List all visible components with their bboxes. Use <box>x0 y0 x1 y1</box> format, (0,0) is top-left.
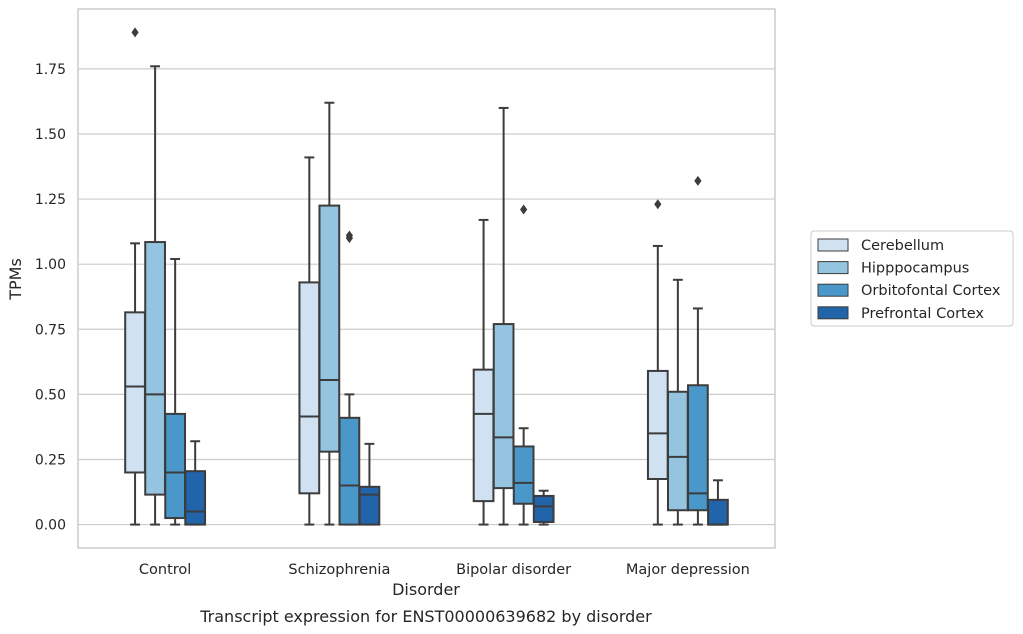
box-body <box>492 323 515 490</box>
legend-frame <box>810 230 1014 327</box>
box-prefrontal-cortex <box>532 489 555 526</box>
y-tick-label: 1.25 <box>35 192 66 208</box>
box-body <box>472 368 495 503</box>
x-tick-label: Bipolar disorder <box>456 562 571 578</box>
legend-swatch <box>817 283 849 297</box>
y-tick-label: 0.00 <box>35 518 66 534</box>
box-body <box>298 281 321 495</box>
y-tick-label: 0.75 <box>35 322 66 338</box>
outlier-marker <box>131 27 139 38</box>
boxes <box>124 27 729 526</box>
box-body <box>124 311 146 474</box>
box-body <box>646 369 669 480</box>
y-tick-label: 1.50 <box>35 127 66 143</box>
x-tick-labels: Control Schizophrenia Bipolar disorder Majo… <box>139 562 750 578</box>
chart-caption: Transcript expression for ENST0000063968… <box>199 607 652 626</box>
y-tick-label: 1.00 <box>35 257 66 273</box>
y-axis-label: TPMs <box>6 258 25 301</box>
box-prefrontal-cortex <box>707 479 729 526</box>
x-tick-label: Control <box>139 562 191 578</box>
box-body <box>512 445 535 505</box>
x-axis-label: Disorder <box>392 580 460 599</box>
box-body <box>164 412 187 520</box>
box-hipppocampus <box>492 106 515 526</box>
legend: Cerebellum Hipppocampus Orbitofontal Corte… <box>810 230 1014 327</box>
box-orbitofontal-cortex <box>338 230 361 526</box>
box-cerebellum <box>646 199 669 526</box>
box-body <box>707 498 729 526</box>
legend-swatch <box>817 261 849 275</box>
legend-label: Cerebellum <box>861 238 944 254</box>
box-cerebellum <box>472 218 495 526</box>
box-hipppocampus <box>318 101 341 526</box>
legend-label: Orbitofontal Cortex <box>861 283 1001 299</box>
outlier-marker <box>654 199 662 210</box>
x-tick-label: Schizophrenia <box>288 562 390 578</box>
legend-label: Prefrontal Cortex <box>861 306 984 322</box>
box-hipppocampus <box>144 65 166 526</box>
y-tick-label: 0.50 <box>35 387 66 403</box>
box-orbitofontal-cortex <box>687 175 709 526</box>
legend-swatch <box>817 306 849 320</box>
box-orbitofontal-cortex <box>164 257 187 526</box>
box-cerebellum <box>124 27 146 526</box>
box-body <box>184 470 207 526</box>
box-prefrontal-cortex <box>184 440 207 526</box>
box-body <box>338 416 361 526</box>
box-body <box>687 384 709 512</box>
legend-swatch <box>817 238 849 252</box>
box-body <box>666 390 689 512</box>
box-body <box>318 204 341 453</box>
legend-label: Hipppocampus <box>861 261 969 277</box>
box-body <box>532 494 555 523</box>
outlier-marker <box>694 175 702 186</box>
y-tick-labels: 0.00 0.25 0.50 0.75 1.00 1.25 1.50 1.75 <box>35 62 66 534</box>
x-tick-label: Major depression <box>626 562 750 578</box>
box-cerebellum <box>298 156 321 526</box>
box-orbitofontal-cortex <box>512 204 535 526</box>
y-tick-label: 0.25 <box>35 452 66 468</box>
box-body <box>358 485 381 526</box>
box-prefrontal-cortex <box>358 442 381 526</box>
outlier-marker <box>345 230 353 241</box>
box-body <box>144 241 166 496</box>
outlier-marker <box>520 204 528 215</box>
y-tick-label: 1.75 <box>35 62 66 78</box>
